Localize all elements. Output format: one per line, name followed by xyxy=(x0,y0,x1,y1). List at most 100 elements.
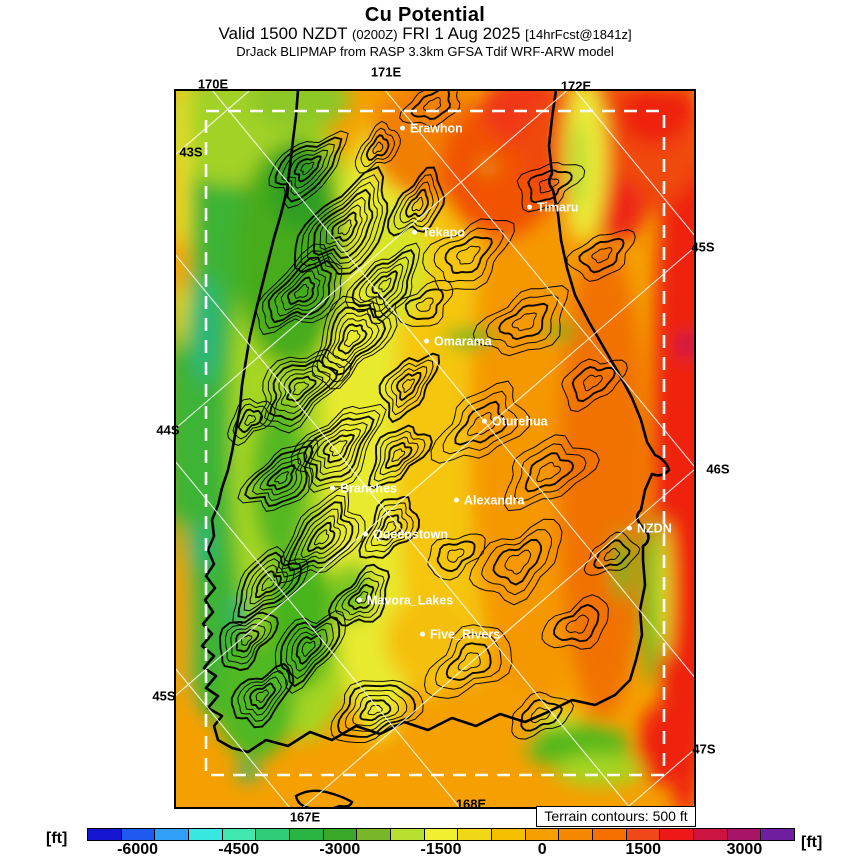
terrain-contour xyxy=(274,263,326,317)
terrain-contour xyxy=(274,487,366,584)
terrain-contour xyxy=(553,603,600,643)
terrain-contour xyxy=(337,323,368,355)
terrain-contour xyxy=(393,174,440,230)
terrain-contour xyxy=(385,359,434,416)
grid-label-bottom-168E: 168E xyxy=(455,796,487,812)
terrain-contour xyxy=(329,440,348,457)
terrain-contour xyxy=(472,285,569,357)
terrain-contour xyxy=(292,381,309,396)
terrain-contour xyxy=(593,539,631,570)
terrain-contour xyxy=(334,570,385,621)
terrain-contour xyxy=(237,669,289,722)
colorbar-segment xyxy=(626,829,661,840)
terrain-contour xyxy=(367,704,383,716)
colorbar-tick--6000: -6000 xyxy=(117,841,159,858)
terrain-contour xyxy=(367,424,433,489)
terrain-contour xyxy=(571,365,616,403)
terrain-contour xyxy=(566,229,636,282)
terrain-contour xyxy=(498,302,549,341)
valid-time: Valid 1500 NZDT xyxy=(218,24,348,43)
terrain-contour xyxy=(511,691,575,740)
terrain-contour xyxy=(390,365,428,409)
grid-label-left-45S: 45S xyxy=(152,688,176,704)
colorbar-tick-0: 0 xyxy=(537,841,547,858)
terrain-contour xyxy=(492,539,543,586)
terrain-contour xyxy=(358,256,410,312)
terrain-contour xyxy=(578,237,625,274)
colorbar-segment xyxy=(559,829,594,840)
terrain-contour xyxy=(264,354,345,427)
terrain-contour xyxy=(268,130,349,209)
terrain-contour xyxy=(411,196,424,212)
terrain-contour xyxy=(410,90,451,120)
terrain-contour xyxy=(561,358,628,413)
terrain-contour xyxy=(255,570,282,599)
grid-label-right-45S: 45S xyxy=(691,239,715,255)
terrain-contour xyxy=(316,301,392,383)
terrain-contour xyxy=(404,288,444,320)
terrain-contour xyxy=(243,676,282,716)
city-label: Oturehua xyxy=(492,414,548,429)
city-label: Tekapo xyxy=(422,225,465,240)
city-dot xyxy=(400,125,405,131)
terrain-contour xyxy=(280,370,324,408)
terrain-contour xyxy=(237,439,319,512)
city-label: Omarama xyxy=(434,334,492,349)
city-marker-Tekapo: Tekapo xyxy=(412,225,465,240)
terrain-contour xyxy=(281,143,335,196)
colorbar-tick--4500: -4500 xyxy=(218,841,260,858)
terrain-contour xyxy=(230,662,295,729)
colorbar-unit-left: [ft] xyxy=(46,830,68,847)
terrain-contour xyxy=(359,699,392,722)
page-title: Cu Potential xyxy=(364,4,486,26)
city-marker-Branches: Branches xyxy=(330,481,397,495)
terrain-contour xyxy=(290,403,387,493)
terrain-contour xyxy=(312,188,374,260)
terrain-contour xyxy=(433,227,504,283)
terrain-contour xyxy=(267,256,332,324)
terrain-contour xyxy=(326,312,380,369)
terrain-contour xyxy=(591,247,613,264)
city-dot xyxy=(412,229,417,235)
grid-label-bottom-167E: 167E xyxy=(289,809,321,825)
city-marker-Alexandra: Alexandra xyxy=(454,493,525,508)
colorbar-segment xyxy=(290,829,324,840)
terrain-contour xyxy=(301,640,316,657)
terrain-contour xyxy=(235,628,260,653)
coastline xyxy=(200,90,671,754)
city-label: Queenstown xyxy=(373,527,449,542)
terrain-contour xyxy=(286,375,317,402)
terrain-contour xyxy=(378,277,392,293)
terrain-contour xyxy=(481,529,553,596)
terrain-contour xyxy=(391,448,406,463)
colorbar-segment xyxy=(458,829,493,840)
terrain-contour xyxy=(341,577,380,616)
forecast-cycle: [14hrFcst@1841z] xyxy=(525,27,632,42)
terrain-contour xyxy=(249,682,277,710)
city-label: Mavora_Lakes xyxy=(367,593,454,608)
terrain-contour xyxy=(504,549,532,575)
terrain-contour xyxy=(370,508,408,547)
terrain-contour xyxy=(427,533,486,581)
colorbar xyxy=(87,828,795,841)
terrain-contour-lines xyxy=(219,90,641,743)
terrain-contour xyxy=(583,531,641,576)
colorbar-segment xyxy=(593,829,627,840)
colorbar-segment xyxy=(323,829,358,840)
terrain-contour xyxy=(352,694,400,727)
grid-label-right-47S: 47S xyxy=(692,741,716,757)
terrain-contour xyxy=(327,563,391,627)
colorbar-segment xyxy=(424,829,459,840)
city-label: Alexandra xyxy=(464,493,525,508)
grid-label-top-170E: 170E xyxy=(197,76,229,92)
terrain-contour xyxy=(255,243,343,336)
terrain-contours-legend: Terrain contours: 500 ft xyxy=(536,806,696,827)
terrain-contour xyxy=(456,245,481,265)
terrain-contour xyxy=(360,127,395,167)
terrain-contour xyxy=(582,374,603,392)
terrain-contour xyxy=(514,443,587,502)
colorbar-segment xyxy=(88,829,122,840)
